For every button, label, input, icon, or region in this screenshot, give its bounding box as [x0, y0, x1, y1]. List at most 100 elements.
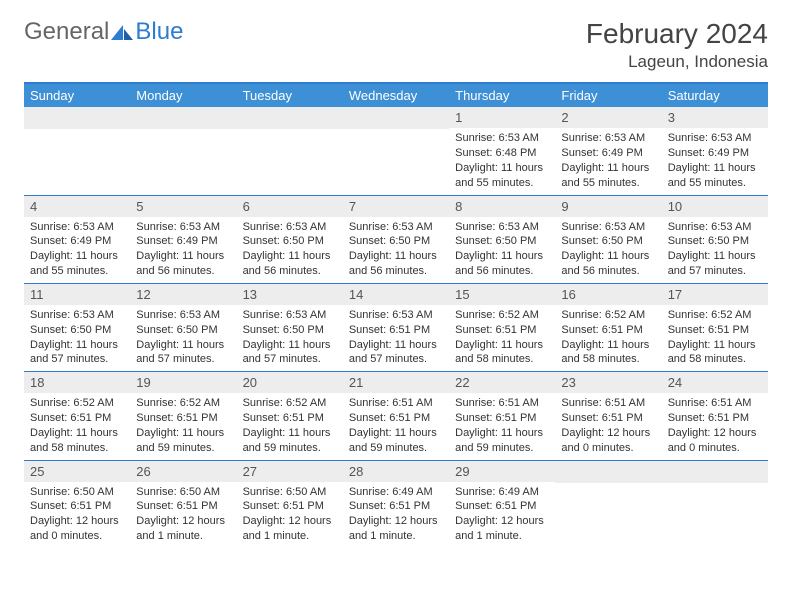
day-number: 15: [449, 284, 555, 305]
calendar-day-cell: 21Sunrise: 6:51 AMSunset: 6:51 PMDayligh…: [343, 372, 449, 460]
calendar-day-cell: 14Sunrise: 6:53 AMSunset: 6:51 PMDayligh…: [343, 283, 449, 371]
calendar-day-cell: 8Sunrise: 6:53 AMSunset: 6:50 PMDaylight…: [449, 195, 555, 283]
daylight-text: Daylight: 11 hours and 57 minutes.: [243, 338, 337, 368]
sunset-text: Sunset: 6:51 PM: [30, 499, 124, 514]
calendar-day-cell: [237, 107, 343, 195]
calendar-day-cell: 13Sunrise: 6:53 AMSunset: 6:50 PMDayligh…: [237, 283, 343, 371]
day-number: 1: [449, 107, 555, 128]
daylight-text: Daylight: 11 hours and 56 minutes.: [136, 249, 230, 279]
sunrise-text: Sunrise: 6:50 AM: [30, 485, 124, 500]
day-number-empty: [343, 107, 449, 129]
day-data-empty: [343, 129, 449, 189]
sunrise-text: Sunrise: 6:53 AM: [349, 220, 443, 235]
weekday-header: Friday: [555, 83, 661, 107]
day-number: 3: [662, 107, 768, 128]
calendar-day-cell: 27Sunrise: 6:50 AMSunset: 6:51 PMDayligh…: [237, 460, 343, 548]
calendar-table: Sunday Monday Tuesday Wednesday Thursday…: [24, 82, 768, 548]
day-number: 18: [24, 372, 130, 393]
sunset-text: Sunset: 6:50 PM: [30, 323, 124, 338]
logo: General Blue: [24, 18, 183, 46]
day-data: Sunrise: 6:53 AMSunset: 6:50 PMDaylight:…: [130, 305, 236, 371]
daylight-text: Daylight: 11 hours and 55 minutes.: [30, 249, 124, 279]
sunset-text: Sunset: 6:49 PM: [30, 234, 124, 249]
day-data: Sunrise: 6:53 AMSunset: 6:50 PMDaylight:…: [237, 217, 343, 283]
daylight-text: Daylight: 11 hours and 56 minutes.: [561, 249, 655, 279]
daylight-text: Daylight: 11 hours and 59 minutes.: [349, 426, 443, 456]
daylight-text: Daylight: 11 hours and 55 minutes.: [668, 161, 762, 191]
calendar-day-cell: [130, 107, 236, 195]
calendar-day-cell: [343, 107, 449, 195]
day-data: Sunrise: 6:53 AMSunset: 6:49 PMDaylight:…: [662, 128, 768, 194]
day-number: 12: [130, 284, 236, 305]
sunrise-text: Sunrise: 6:50 AM: [243, 485, 337, 500]
calendar-day-cell: 7Sunrise: 6:53 AMSunset: 6:50 PMDaylight…: [343, 195, 449, 283]
sunset-text: Sunset: 6:51 PM: [349, 411, 443, 426]
daylight-text: Daylight: 11 hours and 59 minutes.: [136, 426, 230, 456]
daylight-text: Daylight: 11 hours and 59 minutes.: [243, 426, 337, 456]
calendar-day-cell: 6Sunrise: 6:53 AMSunset: 6:50 PMDaylight…: [237, 195, 343, 283]
sunset-text: Sunset: 6:51 PM: [561, 323, 655, 338]
sunrise-text: Sunrise: 6:52 AM: [30, 396, 124, 411]
day-number: 23: [555, 372, 661, 393]
sunset-text: Sunset: 6:50 PM: [243, 323, 337, 338]
daylight-text: Daylight: 11 hours and 57 minutes.: [30, 338, 124, 368]
day-data: Sunrise: 6:52 AMSunset: 6:51 PMDaylight:…: [449, 305, 555, 371]
daylight-text: Daylight: 11 hours and 56 minutes.: [243, 249, 337, 279]
day-data: Sunrise: 6:49 AMSunset: 6:51 PMDaylight:…: [343, 482, 449, 548]
day-data-empty: [24, 129, 130, 189]
day-data: Sunrise: 6:52 AMSunset: 6:51 PMDaylight:…: [130, 393, 236, 459]
daylight-text: Daylight: 12 hours and 1 minute.: [136, 514, 230, 544]
calendar-week-row: 1Sunrise: 6:53 AMSunset: 6:48 PMDaylight…: [24, 107, 768, 195]
sunrise-text: Sunrise: 6:51 AM: [455, 396, 549, 411]
sunset-text: Sunset: 6:50 PM: [349, 234, 443, 249]
day-data: Sunrise: 6:52 AMSunset: 6:51 PMDaylight:…: [662, 305, 768, 371]
calendar-day-cell: 16Sunrise: 6:52 AMSunset: 6:51 PMDayligh…: [555, 283, 661, 371]
sunrise-text: Sunrise: 6:53 AM: [30, 308, 124, 323]
sunset-text: Sunset: 6:51 PM: [349, 499, 443, 514]
day-number: 4: [24, 196, 130, 217]
daylight-text: Daylight: 11 hours and 58 minutes.: [455, 338, 549, 368]
day-number-empty: [237, 107, 343, 129]
day-number: 24: [662, 372, 768, 393]
sunset-text: Sunset: 6:51 PM: [668, 411, 762, 426]
daylight-text: Daylight: 11 hours and 57 minutes.: [136, 338, 230, 368]
day-data: Sunrise: 6:52 AMSunset: 6:51 PMDaylight:…: [555, 305, 661, 371]
sunrise-text: Sunrise: 6:53 AM: [561, 131, 655, 146]
sunrise-text: Sunrise: 6:53 AM: [243, 308, 337, 323]
daylight-text: Daylight: 11 hours and 55 minutes.: [455, 161, 549, 191]
sunrise-text: Sunrise: 6:53 AM: [349, 308, 443, 323]
day-number: 20: [237, 372, 343, 393]
sunset-text: Sunset: 6:50 PM: [136, 323, 230, 338]
sunset-text: Sunset: 6:49 PM: [136, 234, 230, 249]
sunrise-text: Sunrise: 6:53 AM: [455, 220, 549, 235]
daylight-text: Daylight: 11 hours and 56 minutes.: [455, 249, 549, 279]
sunrise-text: Sunrise: 6:52 AM: [455, 308, 549, 323]
sunrise-text: Sunrise: 6:52 AM: [136, 396, 230, 411]
day-number-empty: [24, 107, 130, 129]
calendar-day-cell: 20Sunrise: 6:52 AMSunset: 6:51 PMDayligh…: [237, 372, 343, 460]
calendar-week-row: 18Sunrise: 6:52 AMSunset: 6:51 PMDayligh…: [24, 372, 768, 460]
sunset-text: Sunset: 6:50 PM: [243, 234, 337, 249]
sunset-text: Sunset: 6:49 PM: [561, 146, 655, 161]
daylight-text: Daylight: 12 hours and 0 minutes.: [668, 426, 762, 456]
day-number-empty: [555, 461, 661, 483]
logo-text-general: General: [24, 18, 109, 46]
day-data-empty: [662, 483, 768, 543]
day-data-empty: [130, 129, 236, 189]
calendar-day-cell: [555, 460, 661, 548]
calendar-day-cell: 25Sunrise: 6:50 AMSunset: 6:51 PMDayligh…: [24, 460, 130, 548]
sunset-text: Sunset: 6:51 PM: [455, 411, 549, 426]
calendar-day-cell: 28Sunrise: 6:49 AMSunset: 6:51 PMDayligh…: [343, 460, 449, 548]
day-number: 14: [343, 284, 449, 305]
day-data: Sunrise: 6:51 AMSunset: 6:51 PMDaylight:…: [662, 393, 768, 459]
sunrise-text: Sunrise: 6:53 AM: [668, 131, 762, 146]
day-data-empty: [555, 483, 661, 543]
calendar-day-cell: 23Sunrise: 6:51 AMSunset: 6:51 PMDayligh…: [555, 372, 661, 460]
daylight-text: Daylight: 11 hours and 58 minutes.: [561, 338, 655, 368]
day-data: Sunrise: 6:53 AMSunset: 6:49 PMDaylight:…: [555, 128, 661, 194]
sunrise-text: Sunrise: 6:49 AM: [349, 485, 443, 500]
daylight-text: Daylight: 11 hours and 55 minutes.: [561, 161, 655, 191]
calendar-day-cell: 19Sunrise: 6:52 AMSunset: 6:51 PMDayligh…: [130, 372, 236, 460]
sunrise-text: Sunrise: 6:53 AM: [668, 220, 762, 235]
calendar-day-cell: 24Sunrise: 6:51 AMSunset: 6:51 PMDayligh…: [662, 372, 768, 460]
